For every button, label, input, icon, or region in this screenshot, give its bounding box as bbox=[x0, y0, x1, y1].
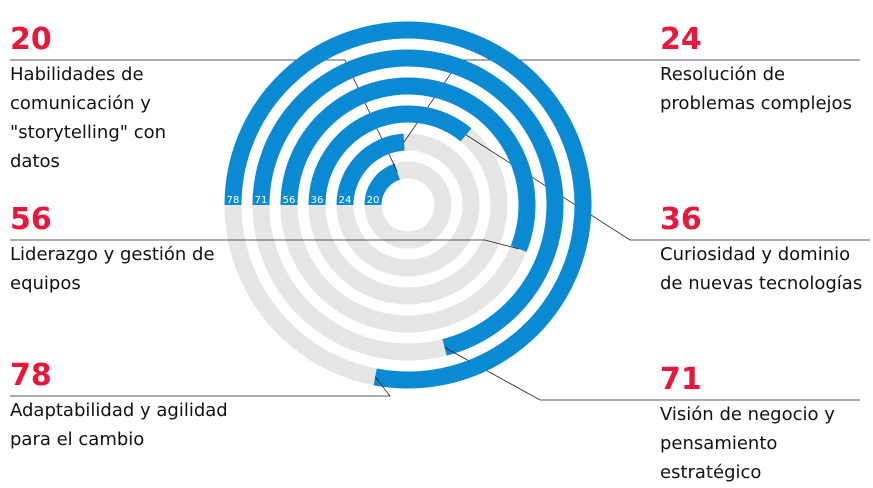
label: 56 Liderazgo y gestión de equipos bbox=[10, 204, 230, 298]
ring-label: 36 bbox=[311, 195, 324, 206]
radial-bar bbox=[252, 49, 564, 356]
category-label: Adaptabilidad y agilidad para el cambio bbox=[10, 400, 228, 450]
ring-label: 71 bbox=[255, 195, 268, 206]
label: 24 Resolución de problemas complejos bbox=[660, 24, 860, 118]
ring-label: 24 bbox=[339, 195, 352, 206]
value-label: 24 bbox=[660, 22, 702, 57]
label: 78 Adaptabilidad y agilidad para el cambi… bbox=[10, 360, 270, 454]
radial-bar bbox=[336, 133, 405, 206]
label: 71 Visión de negocio y pensamiento estrat… bbox=[660, 364, 860, 487]
category-label: Habilidades de comunicación y "storytell… bbox=[10, 64, 167, 172]
value-label: 78 bbox=[10, 358, 52, 393]
value-label: 20 bbox=[10, 22, 52, 57]
radial-bar bbox=[308, 105, 472, 206]
leader-line bbox=[10, 239, 519, 250]
value-label: 71 bbox=[660, 362, 702, 397]
leader-line bbox=[10, 376, 391, 397]
category-label: Curiosidad y dominio de nuevas tecnologí… bbox=[660, 244, 863, 294]
ring-label: 56 bbox=[283, 195, 296, 206]
label: 20 Habilidades de comunicación y "storyte… bbox=[10, 24, 190, 176]
radial-bar bbox=[364, 163, 401, 206]
value-label: 36 bbox=[660, 202, 702, 237]
radial-bar bbox=[280, 77, 536, 252]
ring-label: 78 bbox=[227, 195, 240, 206]
label: 36 Curiosidad y dominio de nuevas tecnolo… bbox=[660, 204, 870, 298]
leader-line bbox=[10, 59, 398, 172]
value-label: 56 bbox=[10, 202, 52, 237]
category-label: Resolución de problemas complejos bbox=[660, 64, 852, 114]
radial-bar bbox=[224, 21, 592, 389]
category-label: Visión de negocio y pensamiento estratég… bbox=[660, 404, 835, 483]
category-label: Liderazgo y gestión de equipos bbox=[10, 244, 215, 294]
ring-label: 20 bbox=[367, 195, 380, 206]
